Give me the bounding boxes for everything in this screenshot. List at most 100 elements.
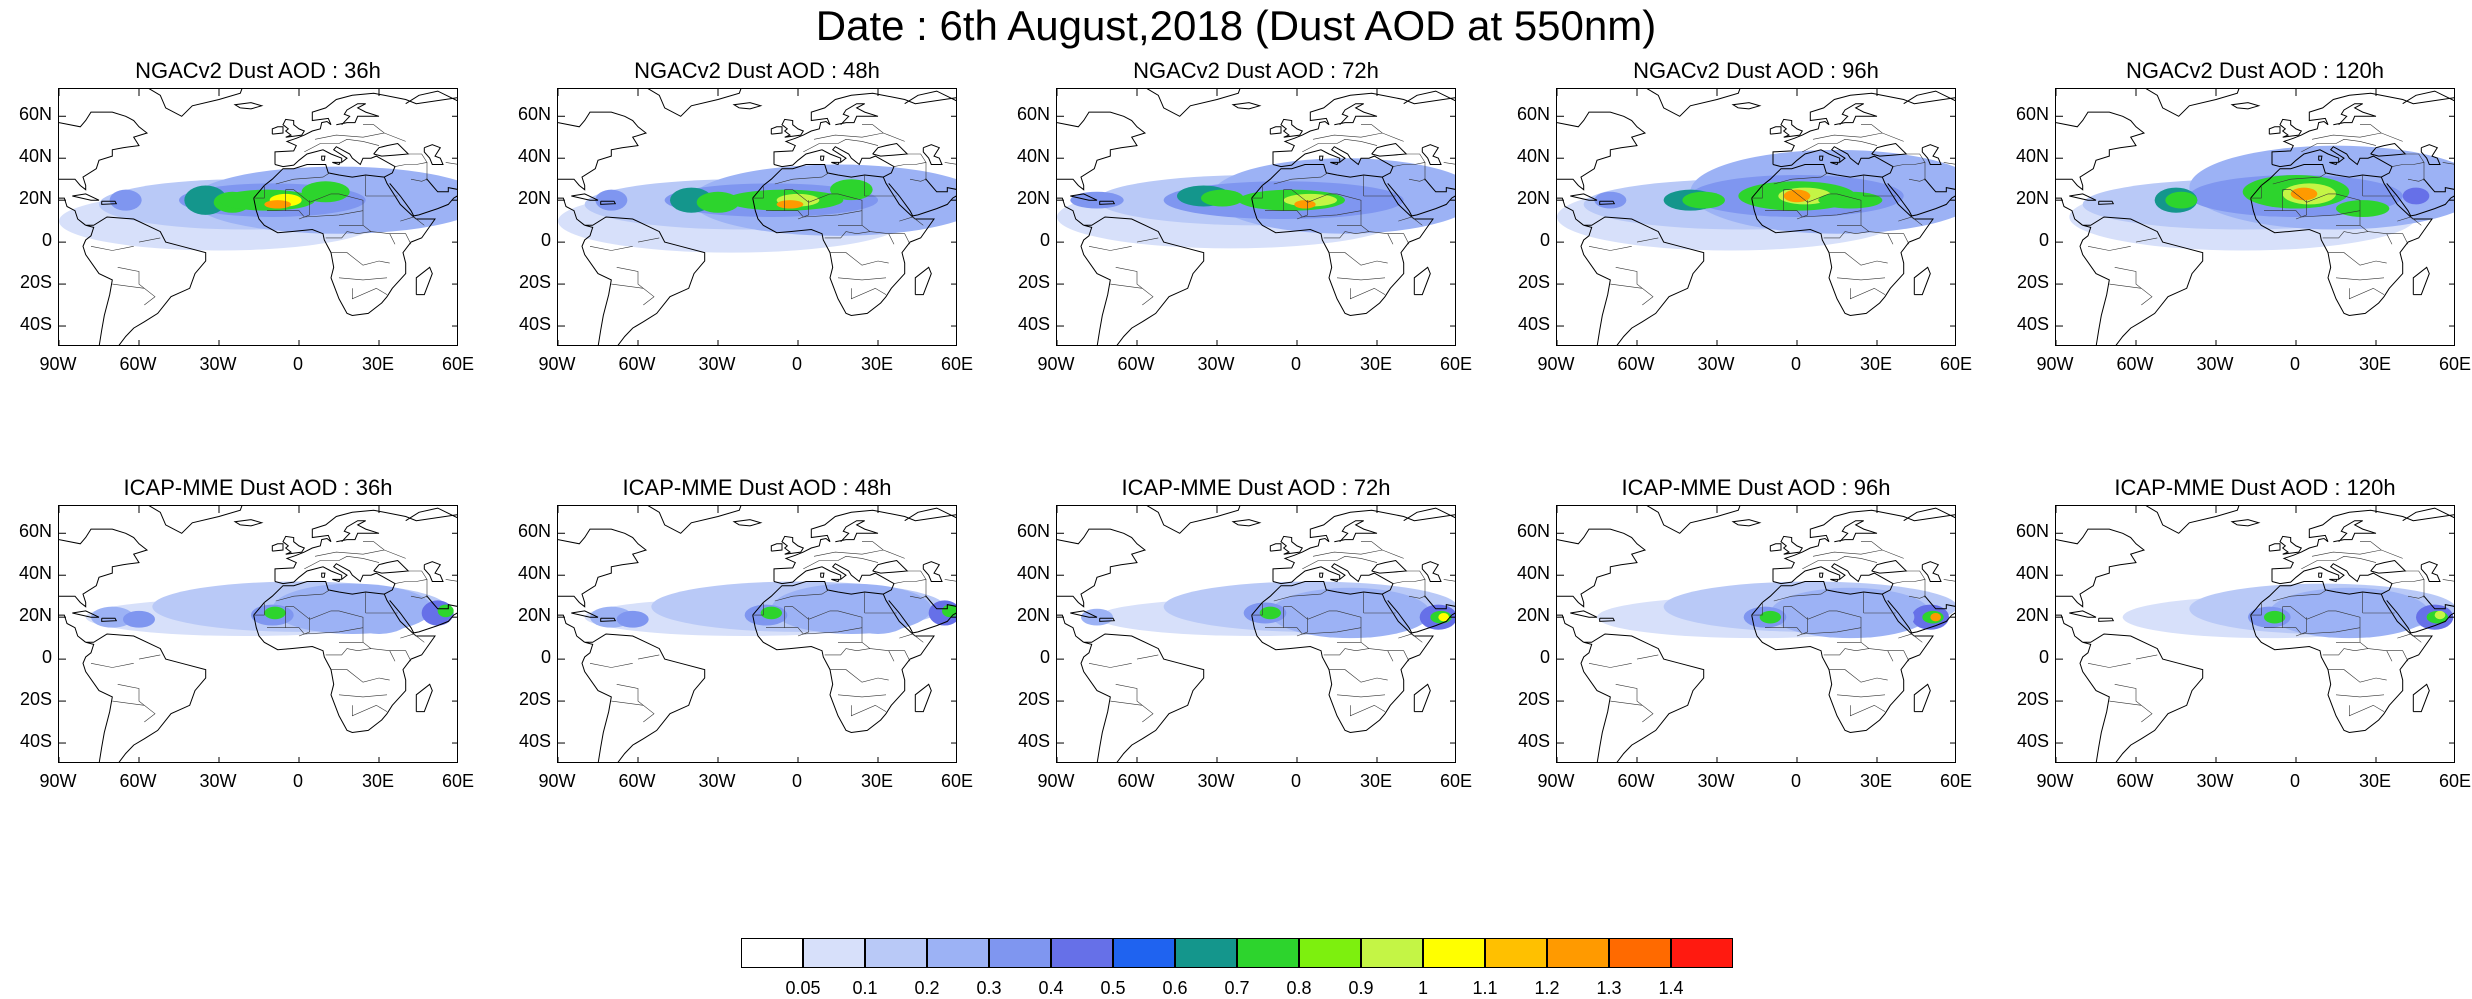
longitude-label: 60E [1939,771,1973,791]
longitude-label: 0 [1290,354,1301,374]
colorbar-label: 0.4 [1038,978,1064,998]
dust-aod-map [2056,506,2454,762]
coastline [600,617,617,622]
country-border [285,606,364,643]
country-border [2386,233,2409,245]
country-border [2114,684,2142,706]
coastline [2420,561,2441,582]
country-border [1610,700,1654,723]
coastline [1231,519,1262,527]
country-border [1273,589,1328,602]
coastline [2271,509,2454,582]
coastline [581,633,706,762]
longitude-label: 60W [2116,771,2154,791]
dust-plume-region [616,610,649,628]
country-border [2272,172,2327,185]
coastline [82,216,207,345]
country-border [1337,642,1394,662]
coastline [1772,146,1894,178]
country-border [1898,216,1923,226]
longitude-label: 30W [199,771,237,791]
colorbar-label: 0.1 [852,978,878,998]
country-border [1636,654,1659,660]
dust-plume-region [2264,610,2286,624]
country-border [1783,189,1862,226]
latitude-label: 0 [2038,230,2049,251]
coastline [1403,90,1455,105]
country-border [2360,541,2382,551]
country-border [2322,648,2369,656]
country-border [117,684,145,706]
country-border [837,694,887,698]
country-border [1361,124,1383,134]
coastline [1769,126,1782,135]
coastline [1599,200,1616,205]
country-border [405,570,428,580]
latitude-label: 40N [1516,146,1550,167]
coastline [1921,561,1942,582]
longitude-label: 60E [1439,771,1473,791]
country-border [1443,162,1455,165]
coastline [1921,144,1942,165]
dust-plume-region [2336,200,2390,217]
coastline [1099,617,1116,622]
coastline [415,683,433,713]
dust-aod-map [2056,89,2454,345]
longitude-label: 30E [361,354,395,374]
longitude-label: 0 [292,354,303,374]
coastline [1403,507,1455,522]
longitude-label: 60E [2438,354,2472,374]
longitude-label: 60W [1117,354,1155,374]
country-border [363,124,385,134]
longitude-label: 30E [1359,354,1393,374]
country-border [400,633,425,643]
figure-title: Date : 6th August,2018 (Dust AOD at 550n… [815,2,1657,49]
country-border [1251,602,1263,616]
country-border [2109,283,2153,306]
coastline [2271,146,2393,178]
latitude-label: 40N [18,146,52,167]
coastline [321,155,326,161]
colorbar-swatch [865,938,927,968]
country-border [1943,162,1955,165]
coastline [332,578,342,583]
coastline [558,111,648,191]
coastline [336,520,380,543]
coastline [2386,600,2454,634]
coastline [872,142,909,157]
country-border [1251,185,1263,199]
country-border [2442,579,2454,582]
latitude-label: 20N [2015,605,2049,626]
country-border [824,648,871,656]
latitude-label: 60N [2015,521,2049,542]
country-border [830,252,889,266]
coastline [148,506,243,534]
latitude-label: 60N [1016,104,1050,125]
coastline [1819,572,1824,578]
country-border [888,650,911,662]
country-border [325,231,372,239]
dust-plume-region [760,606,782,620]
latitude-label: 0 [41,230,52,251]
latitude-label: 40S [19,731,52,752]
country-border [2349,287,2385,300]
country-border [1323,231,1370,239]
coastline [2402,90,2454,105]
latitude-label: 0 [540,647,551,668]
latitude-label: 40N [2015,146,2049,167]
coastline [1334,103,1378,126]
coastline [59,528,149,608]
dust-plume-region [123,610,155,628]
country-border [1783,606,1862,643]
country-border [2349,704,2385,717]
coastline [1580,216,1705,345]
country-border [1265,210,1362,218]
coastline [820,572,825,578]
country-border [2328,669,2387,683]
dust-plume-region [1201,189,1244,207]
dust-plume-region [595,189,628,211]
longitude-label: 30W [698,771,736,791]
country-border [899,633,924,643]
latitude-label: 0 [41,647,52,668]
latitude-label: 40S [2016,314,2049,335]
